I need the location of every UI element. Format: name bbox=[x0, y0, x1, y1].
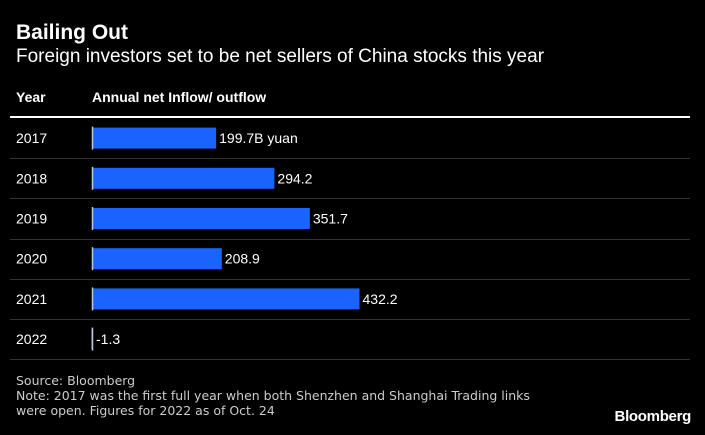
year-label: 2018 bbox=[16, 170, 47, 186]
bloomberg-logo: Bloomberg bbox=[614, 408, 692, 425]
year-label: 2021 bbox=[16, 291, 47, 307]
header-divider bbox=[10, 116, 690, 118]
value-label: 351.7 bbox=[313, 211, 348, 227]
value-column-header: Annual net Inflow/ outflow bbox=[92, 89, 267, 105]
bar bbox=[93, 167, 275, 189]
year-label: 2019 bbox=[16, 211, 47, 227]
value-label: -1.3 bbox=[96, 331, 120, 347]
value-label: 208.9 bbox=[225, 251, 260, 267]
note-text-line-2: were open. Figures for 2022 as of Oct. 2… bbox=[16, 403, 275, 418]
bar bbox=[93, 208, 310, 229]
bar bbox=[93, 248, 222, 270]
chart-title: Bailing Out bbox=[16, 21, 128, 44]
bar bbox=[93, 288, 360, 310]
year-label: 2020 bbox=[16, 251, 47, 267]
note-text-line-1: Note: 2017 was the first full year when … bbox=[16, 388, 530, 403]
source-text: Source: Bloomberg bbox=[16, 373, 136, 388]
value-label: 199.7B yuan bbox=[219, 130, 298, 146]
footer-notes: Source: Bloomberg Note: 2017 was the fir… bbox=[16, 373, 530, 418]
chart-subtitle: Foreign investors set to be net sellers … bbox=[16, 46, 545, 67]
bar bbox=[93, 127, 217, 149]
year-label: 2022 bbox=[16, 331, 47, 347]
value-label: 432.2 bbox=[363, 291, 398, 307]
year-label: 2017 bbox=[16, 130, 47, 146]
year-column-header: Year bbox=[16, 89, 46, 105]
value-label: 294.2 bbox=[277, 170, 312, 186]
